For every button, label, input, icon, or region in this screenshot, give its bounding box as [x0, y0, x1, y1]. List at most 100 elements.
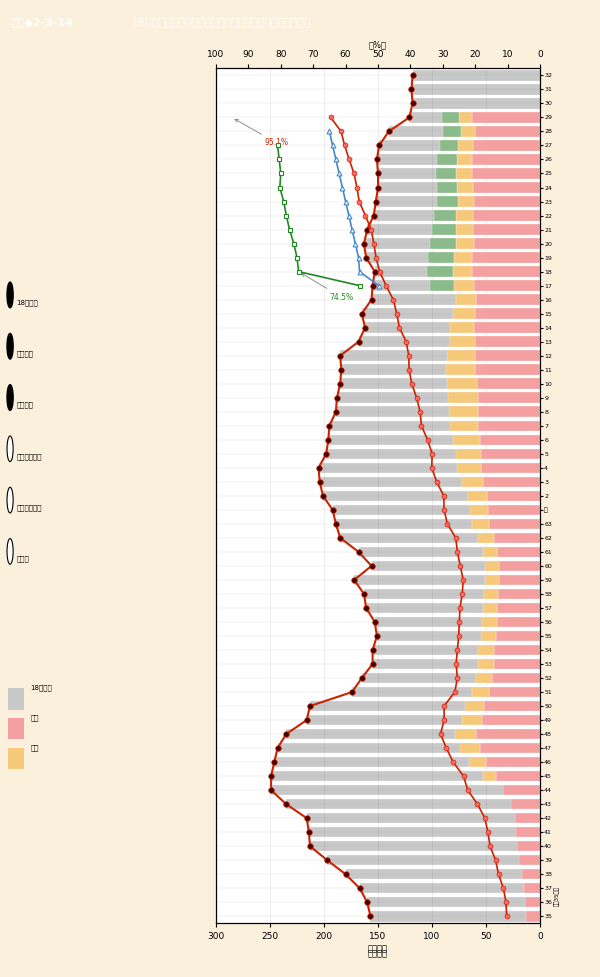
Text: 18歳人口: 18歳人口 — [31, 685, 52, 692]
Bar — [367, 225, 540, 234]
Circle shape — [7, 436, 13, 462]
Bar — [524, 883, 540, 894]
Bar — [494, 532, 540, 543]
Bar — [511, 799, 540, 809]
Bar — [359, 546, 540, 557]
Bar — [454, 280, 474, 291]
Bar — [320, 477, 540, 488]
Bar — [336, 406, 540, 417]
Bar — [359, 883, 540, 894]
Text: 短大: 短大 — [31, 744, 39, 751]
Bar — [476, 294, 540, 305]
Bar — [478, 645, 494, 656]
Bar — [473, 225, 540, 234]
Bar — [430, 238, 456, 249]
Bar — [475, 351, 540, 361]
X-axis label: （万人）: （万人） — [368, 944, 388, 954]
Bar — [494, 658, 540, 669]
Bar — [449, 406, 478, 417]
Bar — [483, 546, 497, 557]
Bar — [478, 393, 540, 403]
Bar — [341, 364, 540, 375]
Bar — [8, 718, 25, 740]
Bar — [286, 729, 540, 740]
Bar — [483, 771, 496, 782]
Text: 大学: 大学 — [31, 715, 39, 721]
Bar — [499, 574, 540, 585]
Bar — [427, 267, 452, 276]
Text: （万人）: （万人） — [368, 949, 388, 957]
Bar — [476, 673, 493, 683]
Bar — [521, 869, 540, 879]
Bar — [432, 225, 456, 234]
Bar — [486, 757, 540, 767]
Bar — [370, 911, 540, 921]
Bar — [472, 112, 540, 123]
Bar — [446, 364, 475, 375]
Bar — [455, 729, 476, 740]
Bar — [473, 210, 540, 221]
Bar — [520, 855, 540, 866]
Bar — [478, 378, 540, 389]
Bar — [457, 462, 481, 473]
Bar — [475, 336, 540, 347]
Bar — [458, 196, 474, 207]
Bar — [526, 911, 540, 921]
Bar — [362, 309, 540, 319]
Bar — [447, 378, 478, 389]
Bar — [481, 448, 540, 459]
Bar — [458, 141, 473, 150]
Bar — [485, 574, 499, 585]
Bar — [376, 196, 540, 207]
Bar — [462, 477, 483, 488]
Bar — [366, 603, 540, 614]
Bar — [517, 841, 540, 851]
Bar — [379, 141, 540, 150]
Bar — [515, 813, 540, 824]
Bar — [373, 645, 540, 656]
Bar — [271, 771, 540, 782]
Text: 合格率: 合格率 — [16, 556, 29, 563]
Text: 18歳人口及び高等教育機関への入学者数・進学率等の推移: 18歳人口及び高等教育機関への入学者数・進学率等の推移 — [132, 17, 312, 27]
Bar — [496, 631, 540, 641]
Bar — [271, 785, 540, 795]
Circle shape — [7, 538, 13, 564]
Bar — [472, 252, 540, 263]
Bar — [474, 280, 540, 291]
Bar — [452, 267, 472, 276]
Bar — [516, 827, 540, 837]
Bar — [461, 126, 475, 137]
Bar — [323, 490, 540, 501]
Bar — [329, 420, 540, 431]
Bar — [412, 84, 540, 95]
Text: 高校卒業者数: 高校卒業者数 — [16, 453, 42, 460]
Bar — [373, 658, 540, 669]
Circle shape — [7, 488, 13, 513]
Bar — [472, 687, 489, 698]
Bar — [364, 589, 540, 599]
Bar — [447, 351, 475, 361]
Bar — [497, 616, 540, 627]
Bar — [462, 715, 482, 725]
Bar — [440, 141, 458, 150]
Bar — [442, 112, 459, 123]
Bar — [503, 785, 540, 795]
Bar — [310, 701, 540, 711]
Bar — [364, 238, 540, 249]
Bar — [474, 238, 540, 249]
Bar — [484, 701, 540, 711]
Bar — [487, 490, 540, 501]
Bar — [389, 126, 540, 137]
Bar — [452, 435, 479, 446]
Bar — [472, 267, 540, 276]
Bar — [354, 574, 540, 585]
Text: 図表◆2-3-14: 図表◆2-3-14 — [12, 17, 74, 27]
Circle shape — [7, 333, 13, 359]
Bar — [340, 532, 540, 543]
Bar — [326, 448, 540, 459]
Bar — [474, 322, 540, 333]
Bar — [475, 309, 540, 319]
Bar — [473, 183, 540, 192]
Bar — [479, 743, 540, 753]
Bar — [497, 603, 540, 614]
